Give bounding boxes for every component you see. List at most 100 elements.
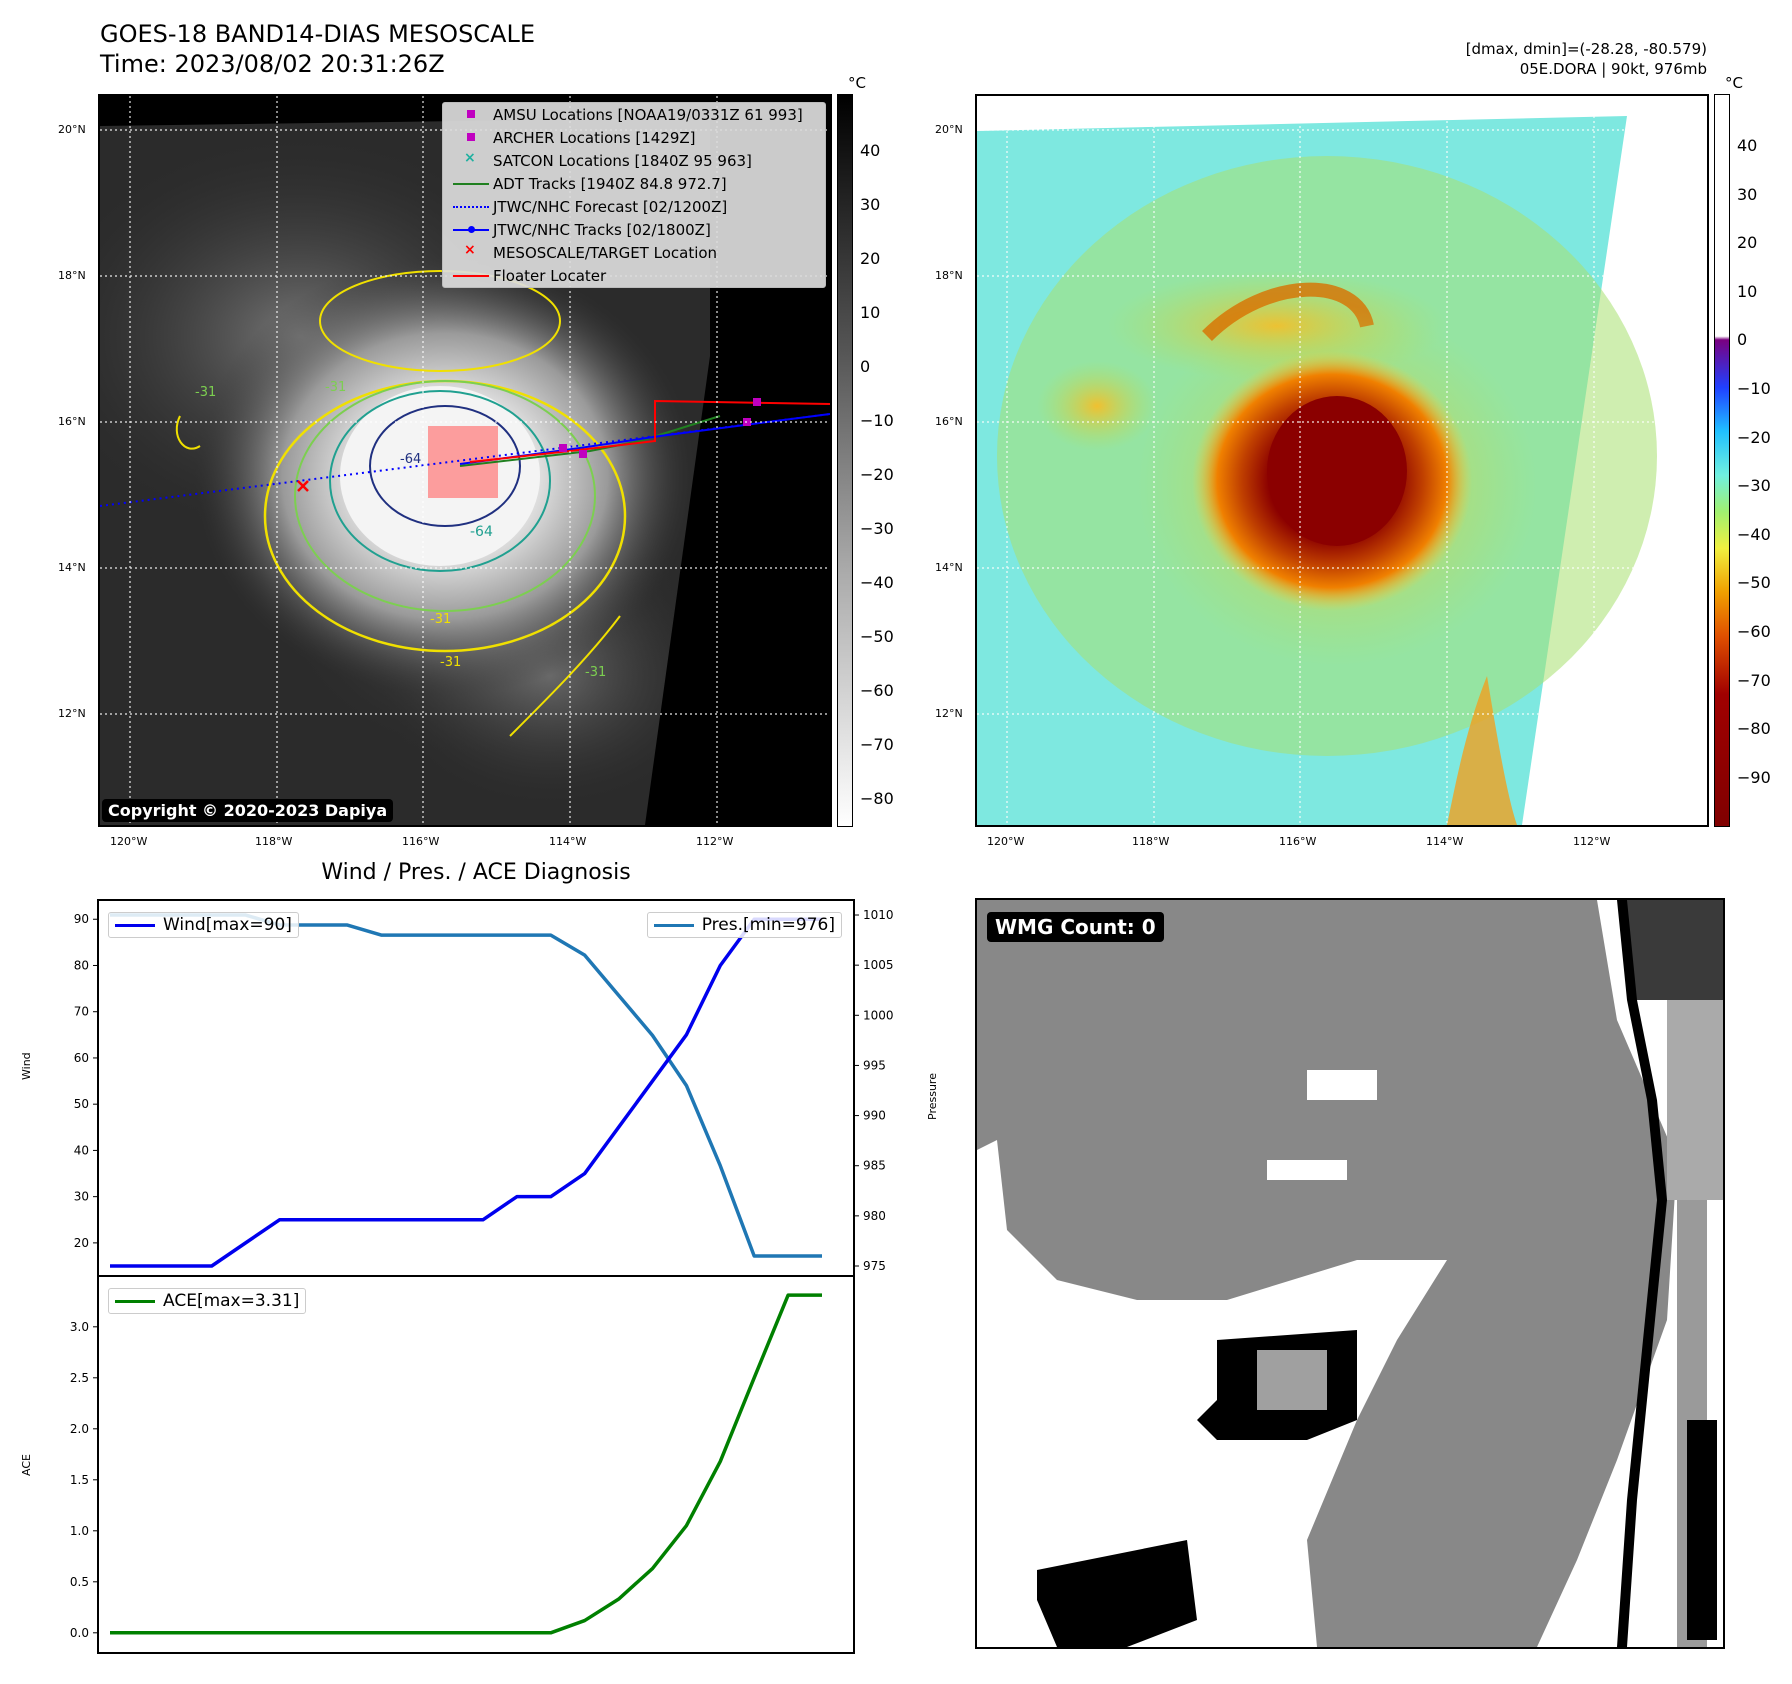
contour-label: -31 — [440, 655, 461, 670]
colorbar-tick-label: −20 — [860, 465, 894, 484]
colorbar-tick-label: −30 — [1737, 476, 1771, 496]
colorbar-tick-label: 30 — [1737, 184, 1758, 204]
dotted-line-icon — [453, 206, 489, 208]
lat-label: 18°N — [58, 269, 86, 282]
lat-label: 16°N — [935, 415, 963, 428]
lat-label: 14°N — [58, 561, 86, 574]
ace-legend: ACE[max=3.31] — [108, 1288, 307, 1314]
lat-label: 12°N — [935, 707, 963, 720]
wind-axis-label: Wind — [20, 1052, 33, 1080]
enhanced-map — [975, 94, 1709, 827]
lat-label: 12°N — [58, 707, 86, 720]
lon-label: 114°W — [549, 835, 587, 848]
wind-tick-label: 20 — [74, 1236, 89, 1250]
colorbar-tick-label: −10 — [860, 411, 894, 430]
square-marker-icon — [467, 110, 475, 118]
ace-legend-line-icon — [115, 1299, 155, 1303]
lat-label: 20°N — [935, 123, 963, 136]
colorbar-tick-label: 20 — [860, 249, 881, 268]
pressure-tick-label: 975 — [863, 1259, 886, 1273]
wind-tick-label: 30 — [74, 1190, 89, 1204]
enhanced-header-line2: 05E.DORA | 90kt, 976mb — [1519, 60, 1707, 78]
grayscale-colorbar — [837, 94, 853, 827]
legend-item-floater: Floater Locater — [443, 264, 825, 287]
lon-label: 116°W — [402, 835, 440, 848]
lon-label: 114°W — [1426, 835, 1464, 848]
line-marker-icon — [453, 183, 489, 185]
pressure-tick-label: 1000 — [863, 1008, 894, 1022]
colorbar-tick-label: −90 — [1737, 767, 1771, 787]
line-marker-icon — [453, 275, 489, 277]
lat-label: 16°N — [58, 415, 86, 428]
pressure-series-line — [110, 913, 822, 1258]
copyright-badge: Copyright © 2020-2023 Dapiya — [102, 799, 394, 822]
colorbar-tick-label: −80 — [1737, 719, 1771, 739]
wind-pressure-axes-frame — [97, 899, 855, 1277]
satellite-map: -31 -31 -64 -64 -31 -31 -31 AMSU Locatio… — [98, 94, 832, 827]
wind-legend-line-icon — [115, 923, 155, 927]
ace-tick-label: 2.5 — [70, 1371, 89, 1385]
enhanced-header-line1: [dmax, dmin]=(-28.28, -80.579) — [1465, 40, 1707, 58]
wind-tick-label: 90 — [74, 912, 89, 926]
satellite-legend: AMSU Locations [NOAA19/0331Z 61 993] ARC… — [442, 102, 826, 288]
ace-series-line — [110, 1293, 822, 1635]
lat-label: 14°N — [935, 561, 963, 574]
colorbar-tick-label: 40 — [860, 141, 881, 160]
ace-tick-label: 1.0 — [70, 1524, 89, 1538]
pressure-tick-label: 980 — [863, 1209, 886, 1223]
colorbar-tick-label: −70 — [860, 735, 894, 754]
pressure-tick-label: 995 — [863, 1058, 886, 1072]
satellite-title-line1: GOES-18 BAND14-DIAS MESOSCALE — [100, 20, 536, 48]
colorbar-unit: °C — [1725, 74, 1743, 92]
wmg-imagery — [977, 900, 1723, 1647]
ace-tick-label: 3.0 — [70, 1320, 89, 1334]
ace-axis-label: ACE — [20, 1454, 33, 1476]
colorbar-tick-label: −40 — [860, 573, 894, 592]
pressure-legend: Pres.[min=976] — [646, 912, 842, 938]
chart-title: Wind / Pres. / ACE Diagnosis — [321, 860, 631, 885]
ace-tick-label: 2.0 — [70, 1422, 89, 1436]
lon-label: 120°W — [987, 835, 1025, 848]
ace-tick-label: 0.0 — [70, 1626, 89, 1640]
legend-item-forecast: JTWC/NHC Forecast [02/1200Z] — [443, 195, 825, 218]
wind-tick-label: 70 — [74, 1005, 89, 1019]
wind-series-line — [110, 917, 822, 1268]
pressure-tick-label: 1010 — [863, 908, 894, 922]
colorbar-tick-label: −30 — [860, 519, 894, 538]
wmg-count-badge: WMG Count: 0 — [987, 912, 1164, 942]
colorbar-tick-label: 0 — [1737, 330, 1748, 350]
x-marker-icon: × — [464, 150, 476, 166]
wind-tick-label: 40 — [74, 1143, 89, 1157]
enhanced-imagery — [977, 96, 1707, 825]
pressure-axis-label: Pressure — [926, 1073, 939, 1120]
contour-label: -31 — [430, 612, 451, 627]
wind-tick-label: 50 — [74, 1097, 89, 1111]
colorbar-tick-label: −60 — [860, 681, 894, 700]
contour-label: -64 — [400, 452, 421, 467]
lon-label: 112°W — [1573, 835, 1611, 848]
wmg-panel: WMG Count: 0 — [975, 898, 1725, 1649]
pressure-legend-line-icon — [653, 923, 694, 927]
lat-label: 20°N — [58, 123, 86, 136]
colorbar-tick-label: −50 — [860, 627, 894, 646]
lon-label: 112°W — [696, 835, 734, 848]
contour-label: -31 — [195, 385, 216, 400]
contour-label: -31 — [585, 665, 606, 680]
lat-label: 18°N — [935, 269, 963, 282]
colorbar-tick-label: −80 — [860, 789, 894, 808]
lon-label: 120°W — [110, 835, 148, 848]
lon-label: 118°W — [1132, 835, 1170, 848]
colorbar-tick-label: −10 — [1737, 379, 1771, 398]
legend-item-amsu: AMSU Locations [NOAA19/0331Z 61 993] — [443, 103, 825, 126]
pressure-tick-label: 1005 — [863, 958, 894, 972]
colorbar-tick-label: 10 — [1737, 281, 1758, 301]
satellite-title-line2: Time: 2023/08/02 20:31:26Z — [100, 50, 445, 78]
legend-item-mesoscale: × MESOSCALE/TARGET Location — [464, 242, 718, 262]
colorbar-tick-label: −60 — [1737, 622, 1771, 641]
colorbar-tick-label: 30 — [860, 195, 881, 214]
legend-item-adt: ADT Tracks [1940Z 84.8 972.7] — [443, 172, 825, 195]
legend-item-tracks: JTWC/NHC Tracks [02/1800Z] — [443, 218, 825, 241]
pressure-tick-label: 990 — [863, 1109, 886, 1123]
colorbar-tick-label: 20 — [1737, 233, 1758, 253]
enhanced-colorbar — [1714, 94, 1730, 827]
